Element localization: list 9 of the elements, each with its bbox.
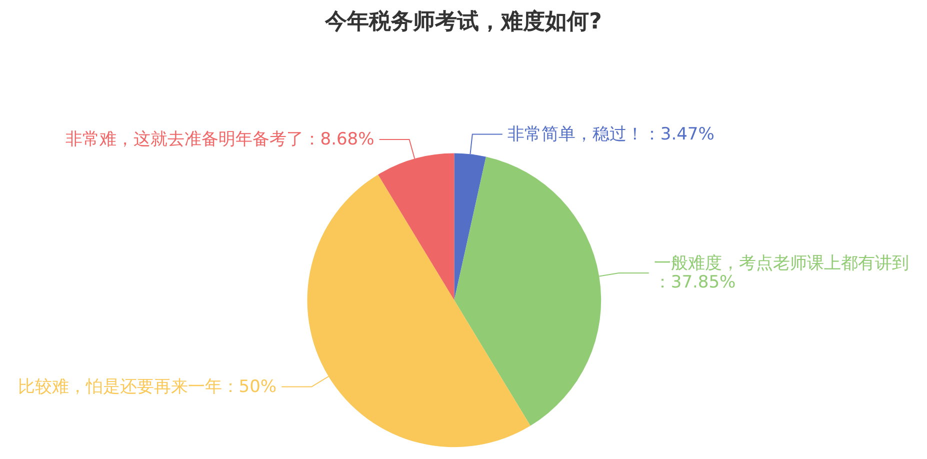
chart-title: 今年税务师考试，难度如何? (324, 8, 602, 34)
slice-label: 非常难，这就去准备明年备考了 (65, 129, 304, 150)
data-label: ：3.47% (643, 124, 714, 144)
slice-label: 非常简单，稳过！ (507, 124, 644, 144)
data-label: ：37.85% (654, 272, 736, 292)
slice-label: 一般难度，考点老师课上都有讲到 (654, 253, 909, 274)
slice-label: 比较难，怕是还要再来一年 (18, 376, 222, 397)
data-label: ：50% (222, 376, 277, 397)
data-label: ：8.68% (303, 129, 374, 150)
